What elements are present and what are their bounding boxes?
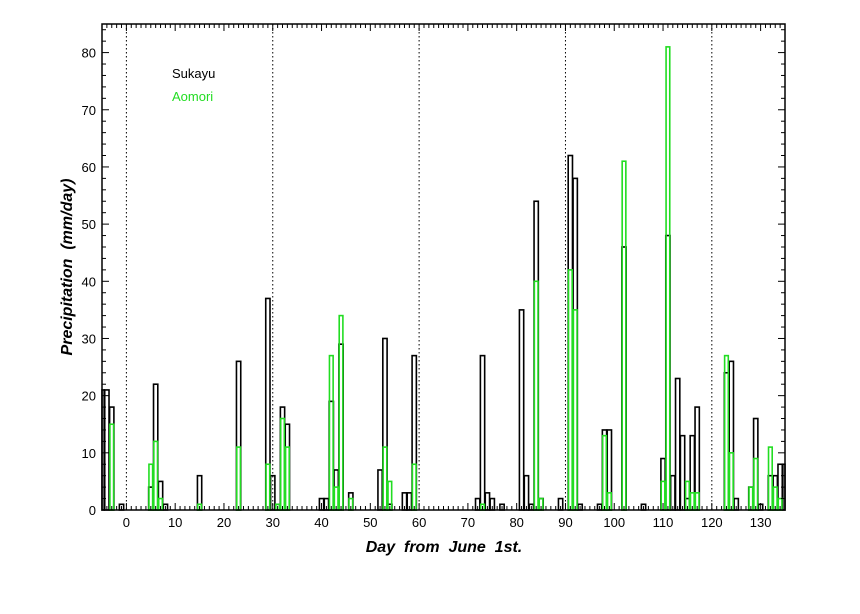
x-tick-label: 90 [558, 515, 572, 530]
x-tick-label: 40 [314, 515, 328, 530]
bar-sukayu [674, 377, 681, 511]
y-tick-label: 80 [82, 46, 96, 61]
x-axis-title: Day from June 1st. [366, 539, 523, 556]
bar-aomori [153, 440, 159, 511]
x-tick-label: 100 [603, 515, 625, 530]
bar-aomori [109, 423, 115, 511]
bar-sukayu [669, 474, 676, 511]
y-tick-labels: 0 10 20 30 40 50 60 70 80 [82, 46, 96, 518]
y-tick-label: 10 [82, 446, 96, 461]
bar-sukayu [523, 474, 530, 511]
bar-sukayu [377, 469, 384, 511]
bar-aomori [753, 457, 759, 511]
bar-aomori [728, 452, 734, 511]
x-tick-label: 0 [123, 515, 130, 530]
x-tick-label: 110 [653, 515, 674, 530]
bar-aomori [572, 309, 578, 511]
legend: Sukayu Aomori [172, 66, 215, 104]
bar-aomori [767, 446, 774, 511]
y-tick-label: 70 [82, 103, 96, 118]
y-tick-label: 30 [82, 331, 96, 346]
x-tick-label: 70 [461, 515, 475, 530]
bar-aomori [284, 446, 291, 511]
bar-aomori [567, 269, 573, 511]
bar-aomori [265, 463, 271, 511]
bar-sukayu [679, 434, 686, 511]
y-tick-label: 20 [82, 389, 96, 404]
sukayu-bars [101, 154, 786, 511]
x-tick-label: 130 [750, 515, 772, 530]
y-tick-label: 60 [82, 160, 96, 175]
bar-aomori [279, 417, 286, 511]
axis-ticks [101, 24, 786, 511]
x-tick-label: 30 [266, 515, 280, 530]
bar-aomori [533, 280, 539, 511]
y-tick-label: 50 [82, 217, 96, 232]
x-tick-label: 50 [363, 515, 377, 530]
bar-aomori [684, 480, 691, 511]
bar-aomori [601, 434, 608, 511]
x-tick-labels: 0 10 20 30 40 50 60 70 80 90 100 110 120 130 [123, 515, 772, 530]
bar-aomori [328, 354, 334, 511]
bar-aomori [382, 446, 388, 511]
y-tick-label: 0 [89, 503, 96, 518]
x-tick-label: 20 [217, 515, 231, 530]
bar-aomori [411, 463, 417, 511]
x-tick-label: 120 [701, 515, 723, 530]
bar-aomori [723, 354, 730, 511]
month-divider-lines [125, 24, 713, 510]
y-axis-title: Precipitation (mm/day) [59, 179, 76, 356]
bar-aomori [387, 480, 393, 511]
bar-aomori [235, 446, 242, 511]
x-tick-label: 60 [412, 515, 426, 530]
bar-aomori [665, 46, 671, 511]
x-tick-label: 10 [168, 515, 182, 530]
bar-sukayu [103, 389, 110, 511]
legend-sukayu: Sukayu [172, 66, 215, 81]
y-tick-label: 40 [82, 274, 96, 289]
bar-sukayu [518, 309, 525, 511]
bar-aomori [621, 160, 627, 511]
legend-aomori: Aomori [172, 89, 213, 104]
x-tick-label: 80 [509, 515, 523, 530]
bar-sukayu [479, 354, 486, 511]
